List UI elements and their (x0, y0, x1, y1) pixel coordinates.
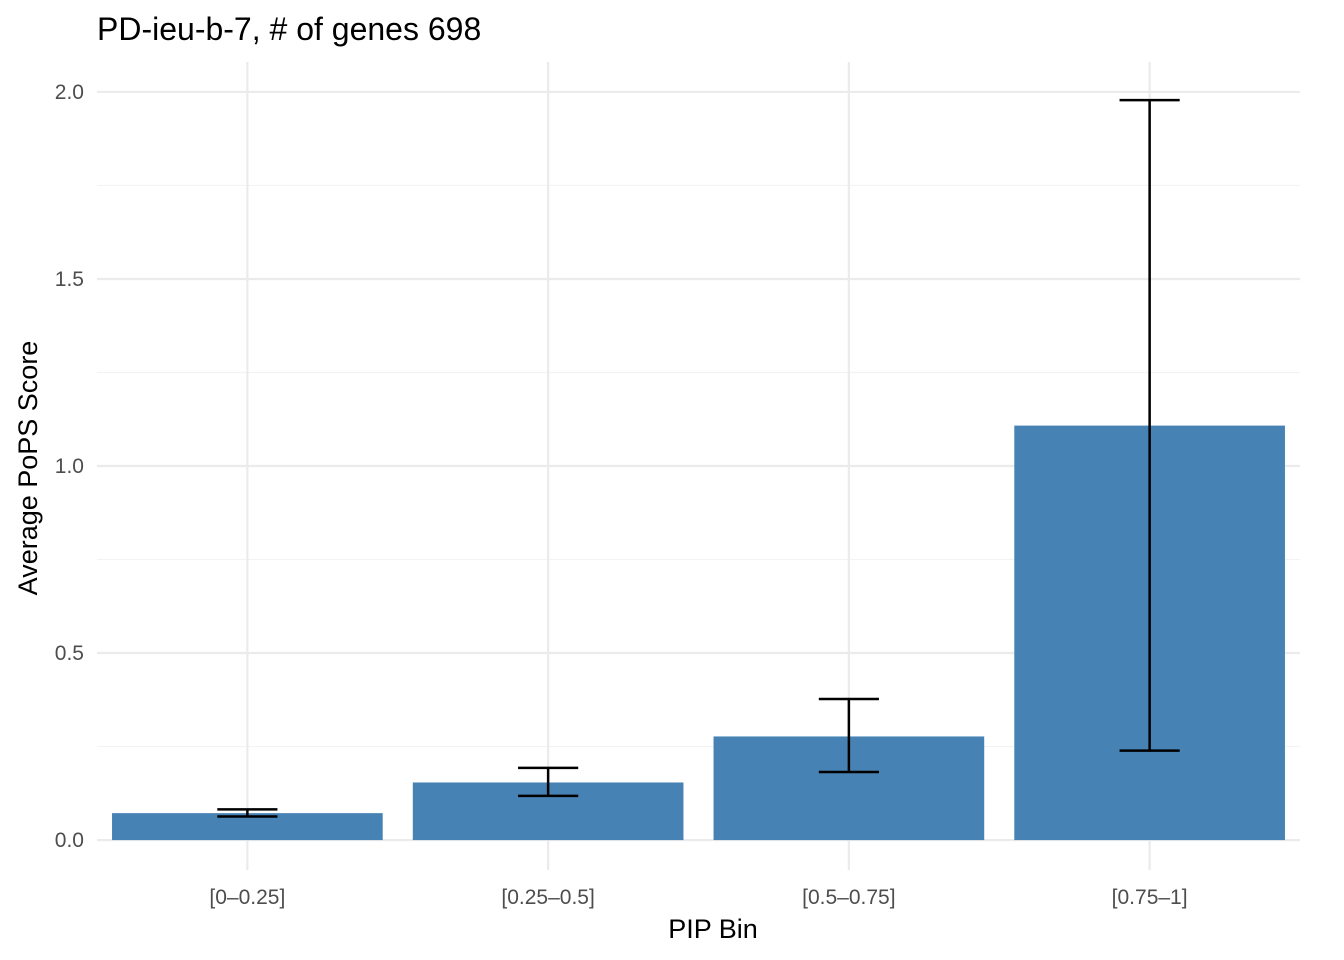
bars (112, 425, 1285, 841)
x-tick-label: [0.75–1] (1112, 886, 1188, 909)
y-tick-label: 1.5 (55, 268, 84, 291)
x-tick-label: [0.5–0.75] (802, 886, 895, 909)
y-tick-label: 1.0 (55, 455, 84, 478)
x-tick-label: [0–0.25] (209, 886, 285, 909)
y-tick-label: 2.0 (55, 81, 84, 104)
y-tick-label: 0.5 (55, 642, 84, 665)
x-tick-label: [0.25–0.5] (501, 886, 594, 909)
error-bars (217, 98, 1180, 818)
y-tick-label: 0.0 (55, 829, 84, 852)
y-axis-ticks: 0.0 0.5 1.0 1.5 2.0 (55, 81, 84, 852)
chart-title: PD-ieu-b-7, # of genes 698 (97, 11, 481, 47)
y-axis-title: Average PoPS Score (13, 341, 43, 596)
x-axis-title: PIP Bin (668, 914, 758, 944)
x-axis-ticks: [0–0.25] [0.25–0.5] [0.5–0.75] [0.75–1] (209, 886, 1187, 909)
